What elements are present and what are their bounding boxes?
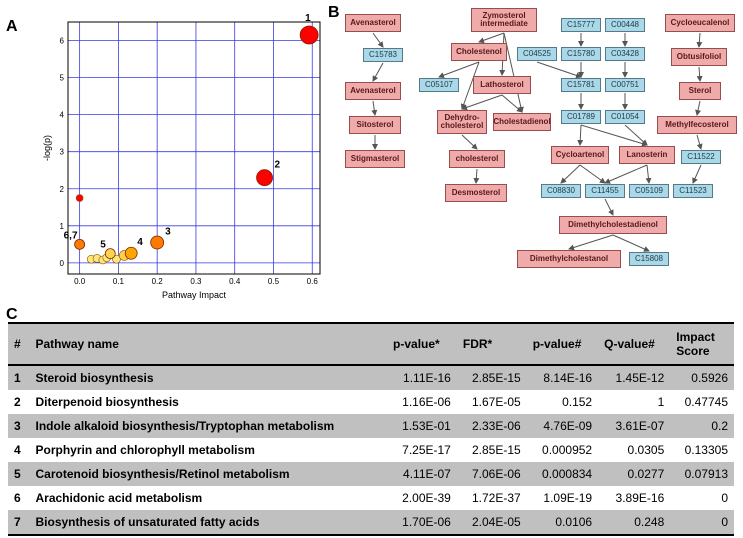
node-latho: Lathosterol — [473, 76, 531, 94]
table-row: 3Indole alkaloid biosynthesis/Tryptophan… — [8, 414, 734, 438]
node-dimeth2: Dimethylcholestanol — [517, 250, 621, 268]
table-row: 5Carotenoid biosynthesis/Retinol metabol… — [8, 462, 734, 486]
table-row: 4Porphyrin and chlorophyll metabolism7.2… — [8, 438, 734, 462]
svg-text:3: 3 — [60, 148, 65, 157]
svg-text:4: 4 — [137, 237, 143, 248]
node-cholestenol: Cholestenol — [451, 43, 507, 61]
svg-text:-log(p): -log(p) — [42, 135, 52, 161]
node-methylfe: Methylfecosterol — [657, 116, 737, 134]
node-lanost: Lanosterin — [619, 146, 675, 164]
scatter-chart: 0.0 0.1 0.2 0.3 0.4 0.5 0.6 0 1 2 3 4 5 6 Pathway Impa… — [40, 14, 330, 304]
node-c04525: C04525 — [517, 47, 557, 61]
node-avenasterol1: Avenasterol — [345, 14, 401, 32]
svg-text:0.6: 0.6 — [307, 277, 319, 286]
node-c03428: C03428 — [605, 47, 645, 61]
svg-text:0.5: 0.5 — [268, 277, 280, 286]
node-c11523: C11523 — [673, 184, 713, 198]
node-dimeth1: Dimethylcholestadienol — [559, 216, 667, 234]
svg-text:0: 0 — [60, 259, 65, 268]
node-c11455: C11455 — [585, 184, 625, 198]
node-cholesta: Cholestadienol — [493, 113, 551, 131]
table-row: 2Diterpenoid biosynthesis1.16E-061.67E-0… — [8, 390, 734, 414]
svg-text:0.1: 0.1 — [113, 277, 125, 286]
svg-text:5: 5 — [100, 240, 106, 251]
node-c15780: C15780 — [561, 47, 601, 61]
table-row: 7Biosynthesis of unsaturated fatty acids… — [8, 510, 734, 535]
node-sterol: Sterol — [679, 82, 721, 100]
svg-text:0.4: 0.4 — [229, 277, 241, 286]
node-c11522: C11522 — [681, 150, 721, 164]
svg-text:0.3: 0.3 — [190, 277, 202, 286]
svg-text:4: 4 — [60, 111, 65, 120]
node-c15808: C15808 — [629, 252, 669, 266]
table-row: 6Arachidonic acid metabolism2.00E-391.72… — [8, 486, 734, 510]
node-cycloart: Cycloartenol — [551, 146, 609, 164]
node-stigma: Stigmasterol — [345, 150, 405, 168]
node-c00448: C00448 — [605, 18, 645, 32]
node-c15783: C15783 — [363, 48, 403, 62]
col-header: Q-value# — [598, 323, 670, 365]
node-c01054: C01054 — [605, 110, 645, 124]
svg-text:5: 5 — [60, 74, 65, 83]
svg-text:3: 3 — [165, 227, 171, 238]
pathway-diagram: Avenasterol Zymosterol intermediate C15777… — [345, 8, 737, 316]
svg-text:1: 1 — [305, 14, 311, 24]
node-chol: cholesterol — [449, 150, 505, 168]
node-dehydro: Dehydro-cholesterol — [437, 110, 487, 134]
node-avenasterol2: Avenasterol — [345, 82, 401, 100]
node-c05109: C05109 — [629, 184, 669, 198]
pathway-table: #Pathway namep-value*FDR*p-value#Q-value… — [8, 322, 734, 536]
svg-text:0.0: 0.0 — [74, 277, 86, 286]
svg-text:2: 2 — [275, 160, 281, 171]
node-cycloeu: Cycloeucalenol — [665, 14, 735, 32]
col-header: ImpactScore — [670, 323, 734, 365]
panel-a-label: A — [6, 18, 18, 36]
svg-text:6,7: 6,7 — [64, 230, 78, 241]
col-header: FDR* — [457, 323, 527, 365]
col-header: Pathway name — [30, 323, 388, 365]
node-c15777: C15777 — [561, 18, 601, 32]
node-sito: Sitosterol — [349, 116, 401, 134]
node-c01789: C01789 — [561, 110, 601, 124]
node-c08830: C08830 — [541, 184, 581, 198]
node-c00751: C00751 — [605, 78, 645, 92]
node-obtusi: Obtusifoliol — [671, 48, 727, 66]
svg-text:2: 2 — [60, 185, 65, 194]
col-header: # — [8, 323, 30, 365]
node-c15781: C15781 — [561, 78, 601, 92]
col-header: p-value* — [387, 323, 457, 365]
svg-text:0.2: 0.2 — [152, 277, 164, 286]
table-row: 1Steroid biosynthesis1.11E-162.85E-158.1… — [8, 365, 734, 390]
svg-text:Pathway Impact: Pathway Impact — [162, 290, 227, 300]
svg-text:6: 6 — [60, 37, 65, 46]
node-desmo: Desmosterol — [445, 184, 507, 202]
col-header: p-value# — [527, 323, 598, 365]
node-zymo: Zymosterol intermediate — [471, 8, 537, 32]
node-c05107: C05107 — [419, 78, 459, 92]
